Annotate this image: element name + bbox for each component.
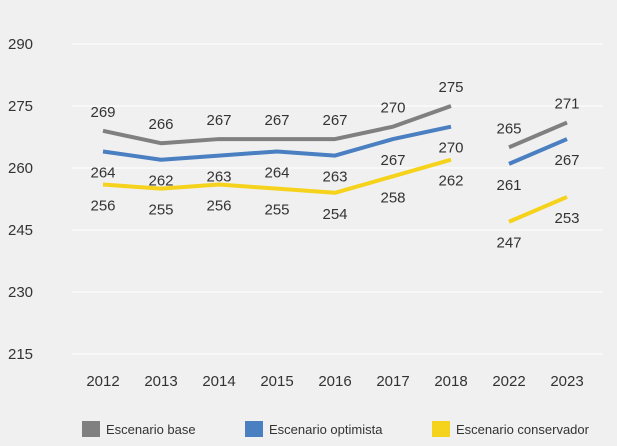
data-label: 267 [380, 152, 405, 169]
data-label: 247 [496, 235, 521, 252]
data-label: 263 [322, 169, 347, 186]
data-label: 262 [438, 173, 463, 190]
data-label: 261 [496, 177, 521, 194]
legend-swatch [432, 421, 450, 437]
series-lines [102, 104, 568, 224]
legend-label: Escenario conservador [456, 422, 590, 437]
data-label: 266 [148, 116, 173, 133]
x-tick-label: 2015 [260, 373, 293, 390]
data-label: 253 [554, 210, 579, 227]
x-tick-label: 2023 [550, 373, 583, 390]
x-tick-label: 2014 [202, 373, 235, 390]
series-line-2 [508, 195, 568, 224]
data-label: 264 [90, 164, 115, 181]
x-axis: 2012 2013 2014 2015 2016 2017 2018 2022 2023 [86, 373, 583, 390]
data-label: 262 [148, 173, 173, 190]
series-line-1 [102, 124, 452, 162]
y-tick-label: 230 [8, 284, 33, 301]
data-label: 265 [496, 120, 521, 137]
y-tick-label: 260 [8, 160, 33, 177]
data-label: 263 [206, 169, 231, 186]
data-label: 258 [380, 189, 405, 206]
x-tick-label: 2013 [144, 373, 177, 390]
y-tick-label: 290 [8, 36, 33, 53]
data-label: 255 [148, 202, 173, 219]
data-labels: 269 266 267 267 267 270 275 265 271 264 262 263 264 2… [90, 79, 579, 252]
series-line-2 [102, 157, 452, 195]
data-label: 254 [322, 206, 347, 223]
legend-label: Escenario optimista [269, 422, 383, 437]
x-tick-label: 2022 [492, 373, 525, 390]
data-label: 269 [90, 104, 115, 121]
data-label: 267 [554, 152, 579, 169]
data-label: 275 [438, 79, 463, 96]
y-tick-label: 245 [8, 222, 33, 239]
x-tick-label: 2016 [318, 373, 351, 390]
gridlines [72, 43, 603, 355]
x-tick-label: 2017 [376, 373, 409, 390]
series-line-0 [102, 104, 452, 146]
series-line-1 [508, 137, 568, 166]
y-tick-label: 275 [8, 98, 33, 115]
x-tick-label: 2018 [434, 373, 467, 390]
legend: Escenario base Escenario optimista Escenar… [82, 421, 590, 437]
data-label: 271 [554, 96, 579, 113]
legend-swatch [245, 421, 263, 437]
data-label: 267 [322, 112, 347, 129]
data-label: 256 [90, 198, 115, 215]
data-label: 267 [264, 112, 289, 129]
legend-swatch [82, 421, 100, 437]
x-tick-label: 2012 [86, 373, 119, 390]
data-label: 256 [206, 198, 231, 215]
y-axis: 290 275 260 245 230 215 [8, 36, 33, 363]
data-label: 267 [206, 112, 231, 129]
data-label: 264 [264, 164, 289, 181]
legend-label: Escenario base [106, 422, 196, 437]
data-label: 255 [264, 202, 289, 219]
data-label: 270 [438, 140, 463, 157]
y-tick-label: 215 [8, 346, 33, 363]
data-label: 270 [380, 100, 405, 117]
series-line-0 [508, 120, 568, 150]
